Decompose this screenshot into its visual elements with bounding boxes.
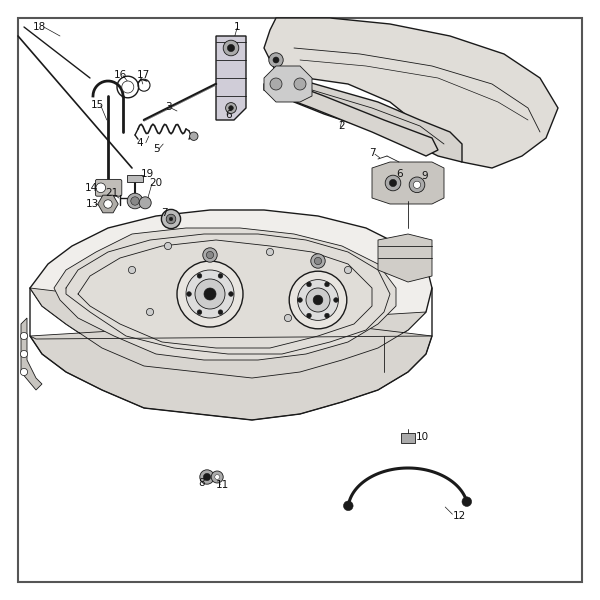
Polygon shape xyxy=(216,36,246,120)
Circle shape xyxy=(215,475,220,479)
Circle shape xyxy=(166,214,176,224)
Text: 1: 1 xyxy=(234,22,241,32)
Circle shape xyxy=(269,53,283,67)
FancyBboxPatch shape xyxy=(401,433,415,443)
Circle shape xyxy=(131,197,139,205)
Circle shape xyxy=(122,81,134,93)
Text: 16: 16 xyxy=(114,70,127,80)
Text: 7: 7 xyxy=(161,208,167,218)
Circle shape xyxy=(211,471,223,483)
FancyBboxPatch shape xyxy=(95,179,122,196)
Text: 15: 15 xyxy=(91,100,104,110)
Text: 17: 17 xyxy=(137,70,150,80)
Circle shape xyxy=(96,183,106,193)
Circle shape xyxy=(200,470,214,484)
Circle shape xyxy=(284,314,292,322)
Circle shape xyxy=(266,248,274,256)
Circle shape xyxy=(190,132,198,140)
Circle shape xyxy=(20,350,28,358)
Polygon shape xyxy=(30,288,432,420)
Polygon shape xyxy=(30,210,432,378)
Circle shape xyxy=(314,257,322,265)
Polygon shape xyxy=(21,318,42,390)
Text: 19: 19 xyxy=(140,169,154,179)
Circle shape xyxy=(229,292,233,296)
Text: 3: 3 xyxy=(165,102,172,112)
Circle shape xyxy=(294,78,306,90)
Circle shape xyxy=(298,298,302,302)
Text: 6: 6 xyxy=(396,169,403,179)
Circle shape xyxy=(104,200,112,208)
Circle shape xyxy=(273,57,279,63)
Circle shape xyxy=(204,288,216,300)
Polygon shape xyxy=(54,228,396,360)
Text: 9: 9 xyxy=(421,172,428,181)
Polygon shape xyxy=(294,78,462,162)
Text: 11: 11 xyxy=(216,480,229,490)
Circle shape xyxy=(164,242,172,250)
Text: 6: 6 xyxy=(225,110,232,120)
Circle shape xyxy=(289,271,347,329)
Circle shape xyxy=(307,313,311,318)
Text: 18: 18 xyxy=(33,22,46,32)
Circle shape xyxy=(227,44,235,52)
Circle shape xyxy=(20,368,28,376)
Circle shape xyxy=(389,179,397,187)
Circle shape xyxy=(344,266,352,274)
Circle shape xyxy=(218,274,223,278)
Circle shape xyxy=(169,217,173,221)
Text: 10: 10 xyxy=(416,432,429,442)
Circle shape xyxy=(20,332,28,340)
Circle shape xyxy=(203,248,217,262)
Text: 13: 13 xyxy=(86,199,99,209)
Text: 14: 14 xyxy=(85,184,98,193)
Text: 21: 21 xyxy=(105,188,118,198)
Text: 2: 2 xyxy=(338,121,344,131)
Circle shape xyxy=(226,103,236,113)
Circle shape xyxy=(206,251,214,259)
Polygon shape xyxy=(264,78,438,156)
Circle shape xyxy=(161,209,181,229)
Circle shape xyxy=(127,193,143,209)
Circle shape xyxy=(334,298,338,302)
Polygon shape xyxy=(264,66,312,102)
Text: 12: 12 xyxy=(453,511,466,521)
Circle shape xyxy=(462,497,472,506)
Circle shape xyxy=(307,282,311,287)
Circle shape xyxy=(325,313,329,318)
Circle shape xyxy=(197,274,202,278)
Circle shape xyxy=(146,308,154,316)
Text: 7: 7 xyxy=(369,148,376,158)
Circle shape xyxy=(203,473,211,481)
Circle shape xyxy=(177,261,243,327)
Circle shape xyxy=(298,280,338,320)
Circle shape xyxy=(409,177,425,193)
FancyBboxPatch shape xyxy=(127,175,143,182)
Circle shape xyxy=(223,40,239,56)
Circle shape xyxy=(186,270,234,318)
Polygon shape xyxy=(372,162,444,204)
Circle shape xyxy=(128,266,136,274)
Circle shape xyxy=(413,181,421,188)
Text: 20: 20 xyxy=(149,178,162,188)
Circle shape xyxy=(229,106,233,110)
Circle shape xyxy=(306,288,330,312)
Circle shape xyxy=(187,292,191,296)
Circle shape xyxy=(218,310,223,314)
Text: 8: 8 xyxy=(198,478,205,488)
Text: 4: 4 xyxy=(137,138,143,148)
Text: 5: 5 xyxy=(153,144,160,154)
Polygon shape xyxy=(378,234,432,282)
Circle shape xyxy=(139,197,151,209)
Circle shape xyxy=(311,254,325,268)
Circle shape xyxy=(385,175,401,191)
Polygon shape xyxy=(264,18,558,168)
Circle shape xyxy=(313,295,323,305)
Circle shape xyxy=(270,78,282,90)
Circle shape xyxy=(197,310,202,314)
Circle shape xyxy=(343,501,353,511)
Circle shape xyxy=(195,279,225,309)
Circle shape xyxy=(325,282,329,287)
